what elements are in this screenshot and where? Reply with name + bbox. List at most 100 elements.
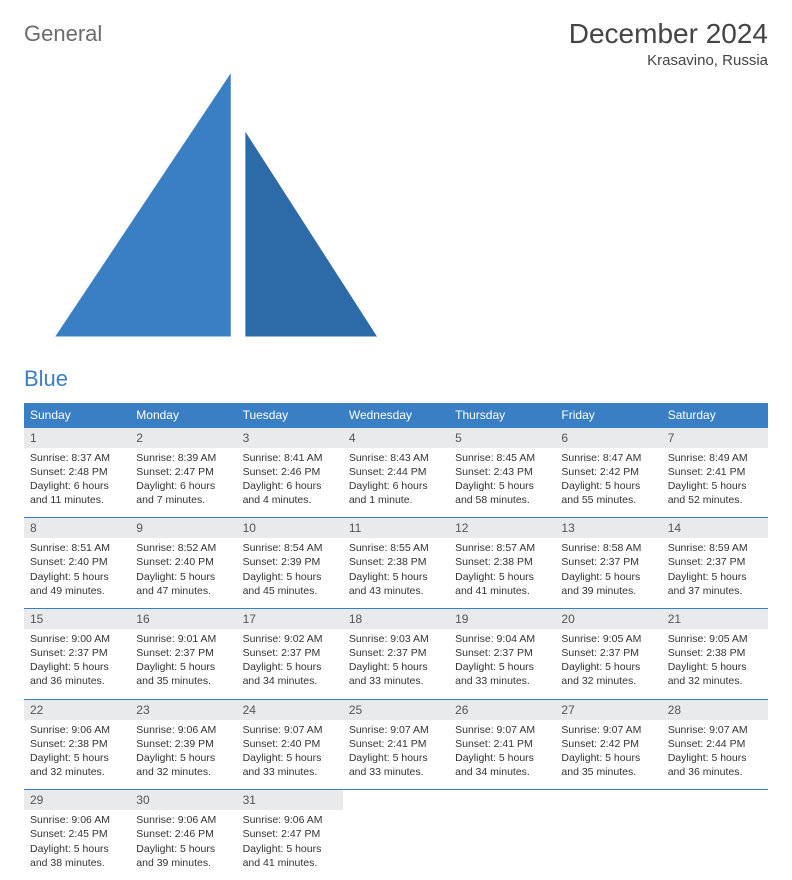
sunset-text: Sunset: 2:37 PM [561,555,655,569]
day-number: 31 [237,790,343,810]
daylight-text-1: Daylight: 6 hours [136,479,230,493]
calendar-cell: 13Sunrise: 8:58 AMSunset: 2:37 PMDayligh… [555,517,661,608]
daylight-text-2: and 33 minutes. [243,765,337,779]
logo-text-block: General Blue [24,24,404,389]
weekday-header: Thursday [449,403,555,427]
day-body: Sunrise: 8:58 AMSunset: 2:37 PMDaylight:… [555,538,661,608]
sunrise-text: Sunrise: 8:45 AM [455,451,549,465]
calendar-cell: 23Sunrise: 9:06 AMSunset: 2:39 PMDayligh… [130,699,236,790]
daylight-text-1: Daylight: 5 hours [561,570,655,584]
day-number: 8 [24,518,130,538]
calendar-cell: .. [343,789,449,880]
daylight-text-2: and 32 minutes. [668,674,762,688]
daylight-text-1: Daylight: 5 hours [243,570,337,584]
logo: General Blue [24,24,404,389]
daylight-text-2: and 11 minutes. [30,493,124,507]
calendar-cell: 14Sunrise: 8:59 AMSunset: 2:37 PMDayligh… [662,517,768,608]
daylight-text-2: and 41 minutes. [455,584,549,598]
sunset-text: Sunset: 2:42 PM [561,465,655,479]
day-number: 24 [237,700,343,720]
sunrise-text: Sunrise: 9:05 AM [561,632,655,646]
day-number: 3 [237,428,343,448]
sunset-text: Sunset: 2:43 PM [455,465,549,479]
sunrise-text: Sunrise: 9:07 AM [349,723,443,737]
weekday-header: Saturday [662,403,768,427]
sunset-text: Sunset: 2:48 PM [30,465,124,479]
daylight-text-2: and 32 minutes. [30,765,124,779]
sunset-text: Sunset: 2:41 PM [349,737,443,751]
day-number: 27 [555,700,661,720]
sunrise-text: Sunrise: 9:06 AM [136,723,230,737]
sunset-text: Sunset: 2:40 PM [243,737,337,751]
sunset-text: Sunset: 2:37 PM [243,646,337,660]
sunset-text: Sunset: 2:44 PM [349,465,443,479]
sunset-text: Sunset: 2:40 PM [136,555,230,569]
sunrise-text: Sunrise: 9:06 AM [30,723,124,737]
day-body: Sunrise: 9:00 AMSunset: 2:37 PMDaylight:… [24,629,130,699]
calendar-cell: 5Sunrise: 8:45 AMSunset: 2:43 PMDaylight… [449,427,555,518]
daylight-text-1: Daylight: 5 hours [30,842,124,856]
sunset-text: Sunset: 2:37 PM [668,555,762,569]
daylight-text-2: and 32 minutes. [136,765,230,779]
daylight-text-2: and 33 minutes. [349,674,443,688]
day-body: Sunrise: 8:39 AMSunset: 2:47 PMDaylight:… [130,448,236,518]
daylight-text-2: and 7 minutes. [136,493,230,507]
day-body: Sunrise: 8:45 AMSunset: 2:43 PMDaylight:… [449,448,555,518]
day-body: Sunrise: 9:06 AMSunset: 2:46 PMDaylight:… [130,810,236,880]
daylight-text-1: Daylight: 5 hours [455,751,549,765]
sunrise-text: Sunrise: 8:37 AM [30,451,124,465]
daylight-text-2: and 1 minute. [349,493,443,507]
calendar-row: 1Sunrise: 8:37 AMSunset: 2:48 PMDaylight… [24,427,768,518]
daylight-text-1: Daylight: 5 hours [136,842,230,856]
daylight-text-1: Daylight: 6 hours [243,479,337,493]
title-block: December 2024 Krasavino, Russia [569,18,768,69]
sunrise-text: Sunrise: 8:52 AM [136,541,230,555]
calendar-cell: 8Sunrise: 8:51 AMSunset: 2:40 PMDaylight… [24,517,130,608]
logo-sail-icon [26,357,406,369]
daylight-text-1: Daylight: 6 hours [30,479,124,493]
daylight-text-1: Daylight: 5 hours [455,660,549,674]
day-body: Sunrise: 9:07 AMSunset: 2:41 PMDaylight:… [343,720,449,790]
sunset-text: Sunset: 2:46 PM [243,465,337,479]
calendar-cell: 22Sunrise: 9:06 AMSunset: 2:38 PMDayligh… [24,699,130,790]
sunrise-text: Sunrise: 9:06 AM [30,813,124,827]
daylight-text-2: and 33 minutes. [455,674,549,688]
day-body: Sunrise: 8:41 AMSunset: 2:46 PMDaylight:… [237,448,343,518]
daylight-text-2: and 52 minutes. [668,493,762,507]
day-number: 1 [24,428,130,448]
calendar-row: 22Sunrise: 9:06 AMSunset: 2:38 PMDayligh… [24,699,768,790]
calendar-row: 8Sunrise: 8:51 AMSunset: 2:40 PMDaylight… [24,517,768,608]
calendar-cell: .. [555,789,661,880]
day-number: 9 [130,518,236,538]
day-number: 10 [237,518,343,538]
day-body: Sunrise: 9:06 AMSunset: 2:39 PMDaylight:… [130,720,236,790]
month-title: December 2024 [569,18,768,50]
daylight-text-2: and 34 minutes. [243,674,337,688]
sunset-text: Sunset: 2:47 PM [136,465,230,479]
sunrise-text: Sunrise: 8:58 AM [561,541,655,555]
day-body: Sunrise: 8:43 AMSunset: 2:44 PMDaylight:… [343,448,449,518]
sunrise-text: Sunrise: 9:07 AM [243,723,337,737]
day-body: Sunrise: 9:07 AMSunset: 2:42 PMDaylight:… [555,720,661,790]
day-body: Sunrise: 9:01 AMSunset: 2:37 PMDaylight:… [130,629,236,699]
calendar-cell: .. [662,789,768,880]
daylight-text-1: Daylight: 5 hours [455,479,549,493]
weekday-header: Sunday [24,403,130,427]
calendar-cell: 31Sunrise: 9:06 AMSunset: 2:47 PMDayligh… [237,789,343,880]
sunrise-text: Sunrise: 8:57 AM [455,541,549,555]
day-number: 5 [449,428,555,448]
calendar-cell: 25Sunrise: 9:07 AMSunset: 2:41 PMDayligh… [343,699,449,790]
day-body: Sunrise: 9:04 AMSunset: 2:37 PMDaylight:… [449,629,555,699]
weekday-header: Wednesday [343,403,449,427]
calendar-cell: 27Sunrise: 9:07 AMSunset: 2:42 PMDayligh… [555,699,661,790]
sunrise-text: Sunrise: 9:03 AM [349,632,443,646]
daylight-text-2: and 36 minutes. [668,765,762,779]
weekday-header: Tuesday [237,403,343,427]
calendar-cell: 26Sunrise: 9:07 AMSunset: 2:41 PMDayligh… [449,699,555,790]
daylight-text-1: Daylight: 5 hours [561,751,655,765]
daylight-text-1: Daylight: 5 hours [30,751,124,765]
calendar-cell: 20Sunrise: 9:05 AMSunset: 2:37 PMDayligh… [555,608,661,699]
daylight-text-2: and 43 minutes. [349,584,443,598]
sunset-text: Sunset: 2:42 PM [561,737,655,751]
day-number: 30 [130,790,236,810]
